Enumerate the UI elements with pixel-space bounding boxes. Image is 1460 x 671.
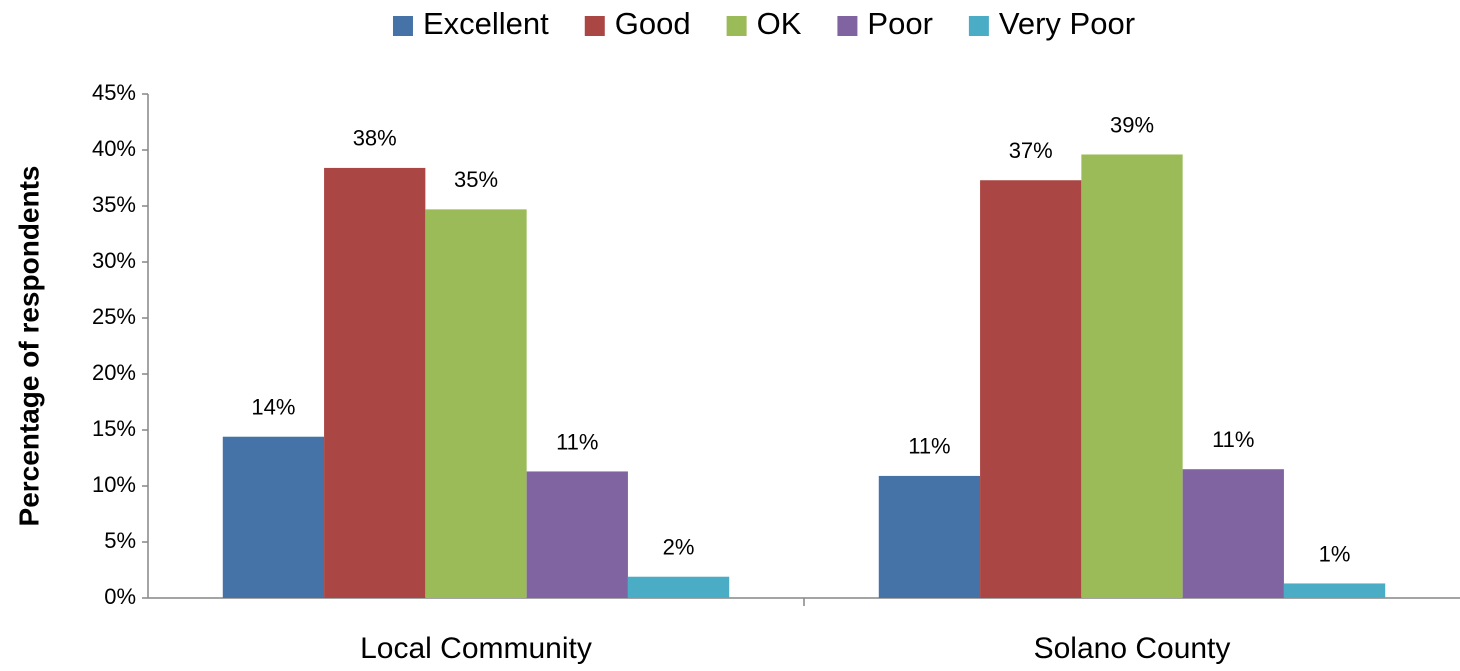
y-axis-title: Percentage of respondents — [13, 166, 44, 527]
legend-label: Good — [615, 6, 691, 41]
data-label: 1% — [1319, 541, 1351, 566]
bar — [324, 167, 426, 599]
data-label: 37% — [1009, 138, 1053, 163]
bar — [425, 209, 527, 599]
x-tick-label: Solano County — [1034, 632, 1231, 665]
y-tick-label: 0% — [104, 584, 136, 609]
bar — [627, 576, 730, 598]
data-label: 2% — [663, 535, 695, 560]
y-tick-label: 5% — [104, 528, 136, 553]
data-label: 38% — [353, 126, 397, 151]
legend-label: Poor — [867, 6, 932, 41]
legend-label: OK — [757, 6, 802, 41]
legend-label: Very Poor — [999, 6, 1135, 41]
y-tick-label: 10% — [92, 472, 136, 497]
legend-swatch — [584, 16, 605, 36]
y-tick-label: 30% — [92, 248, 136, 273]
data-label: 35% — [454, 167, 498, 192]
data-label: 39% — [1110, 112, 1154, 137]
legend-swatch — [392, 16, 413, 36]
y-tick-label: 15% — [92, 416, 136, 441]
legend-label: Excellent — [423, 6, 549, 41]
bar — [222, 436, 325, 598]
bar — [1182, 469, 1284, 598]
y-tick-label: 20% — [92, 360, 136, 385]
y-tick-label: 40% — [92, 136, 136, 161]
bar — [878, 475, 981, 598]
legend-swatch — [726, 16, 747, 36]
y-tick-label: 25% — [92, 304, 136, 329]
x-tick-label: Local Community — [360, 632, 592, 665]
bar — [1283, 583, 1386, 598]
legend-swatch — [968, 16, 989, 36]
bar — [980, 180, 1082, 599]
bar — [526, 471, 628, 598]
data-label: 11% — [908, 434, 950, 459]
legend-swatch — [837, 16, 858, 36]
data-label: 14% — [251, 395, 295, 420]
y-tick-label: 45% — [92, 80, 136, 105]
bar — [1081, 154, 1183, 599]
data-label: 11% — [1212, 427, 1254, 452]
data-label: 11% — [556, 429, 598, 454]
y-tick-label: 35% — [92, 192, 136, 217]
